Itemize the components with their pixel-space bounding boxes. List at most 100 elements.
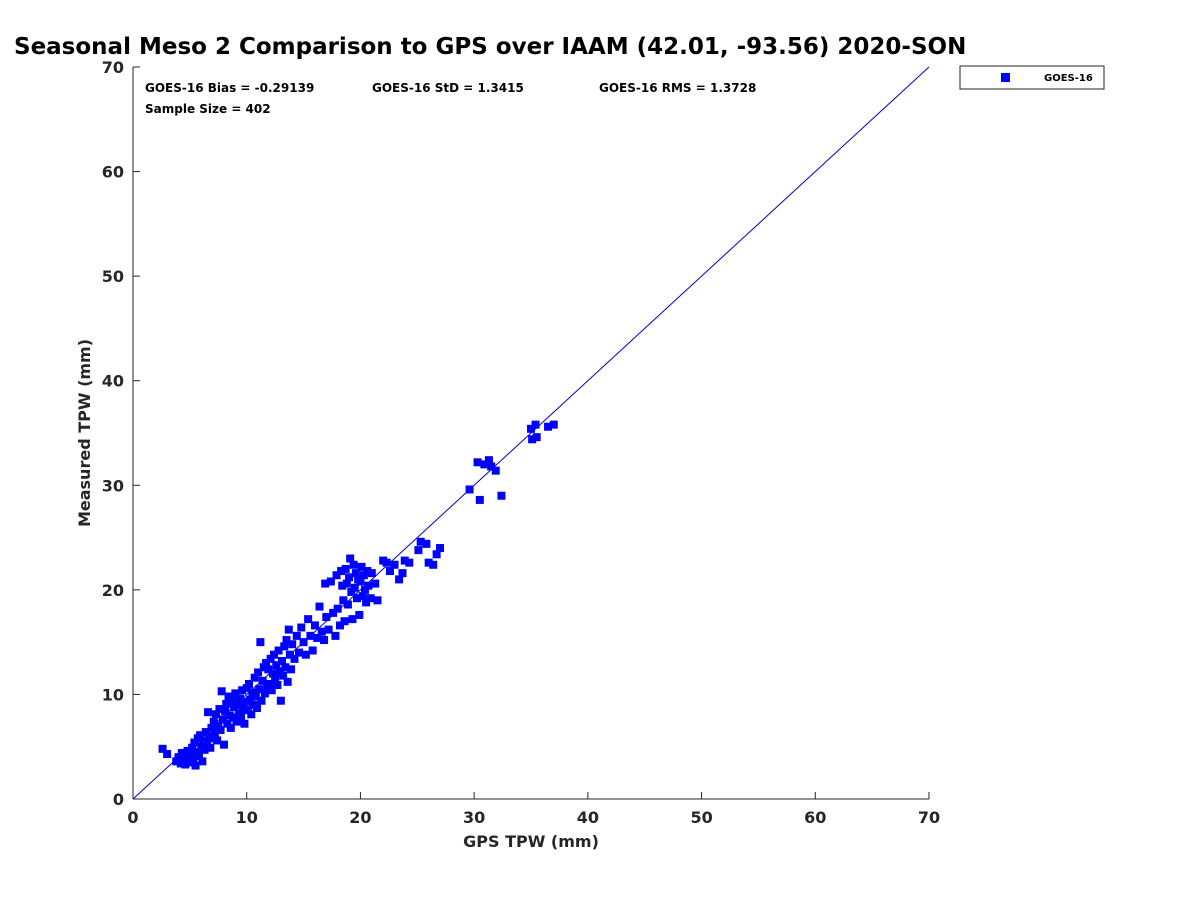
data-point-0-162	[416, 537, 425, 546]
data-point-0-110	[310, 621, 319, 630]
data-point-0-80	[265, 679, 274, 688]
data-point-0-26	[204, 708, 213, 717]
data-point-0-135	[349, 560, 358, 569]
data-point-0-2	[172, 757, 181, 766]
data-point-0-84	[270, 650, 279, 659]
data-point-0-96	[283, 677, 292, 686]
data-point-0-164	[424, 558, 433, 567]
data-point-0-109	[308, 646, 317, 655]
data-point-0-160	[405, 558, 414, 567]
data-point-0-52	[233, 700, 242, 709]
data-point-0-123	[335, 621, 344, 630]
data-point-0-1	[163, 750, 172, 759]
data-point-0-77	[262, 659, 271, 668]
data-point-0-62	[244, 679, 253, 688]
chart-title: Seasonal Meso 2 Comparison to GPS over I…	[14, 34, 966, 60]
data-point-0-150	[367, 569, 376, 578]
data-point-0-175	[497, 491, 506, 500]
data-point-0-61	[243, 706, 252, 715]
data-point-0-70	[254, 668, 263, 677]
data-point-0-14	[190, 738, 199, 747]
data-point-0-106	[301, 650, 310, 659]
data-point-0-155	[385, 567, 394, 576]
data-point-0-129	[342, 579, 351, 588]
data-point-0-79	[264, 665, 273, 674]
y-tick-label-2: 20	[102, 581, 124, 600]
data-point-0-72	[256, 638, 265, 647]
data-point-0-36	[215, 705, 224, 714]
data-point-0-170	[475, 495, 484, 504]
data-point-0-35	[214, 721, 223, 730]
data-point-0-23	[200, 745, 209, 754]
x-tick-label-7: 70	[918, 808, 940, 827]
data-point-0-128	[341, 564, 350, 573]
data-point-0-91	[277, 656, 286, 665]
data-point-0-30	[208, 734, 217, 743]
bias-annotation: GOES-16 Bias = -0.29139	[145, 81, 314, 95]
data-point-0-90	[276, 696, 285, 705]
rms-annotation: GOES-16 RMS = 1.3728	[599, 81, 756, 95]
data-point-0-76	[260, 689, 269, 698]
data-point-0-99	[287, 665, 296, 674]
data-point-0-87	[273, 681, 282, 690]
data-point-0-143	[358, 592, 367, 601]
data-point-0-40	[219, 740, 228, 749]
data-point-0-31	[209, 717, 218, 726]
data-point-0-13	[189, 754, 198, 763]
data-point-0-92	[279, 671, 288, 680]
data-point-0-25	[202, 739, 211, 748]
y-tick-label-1: 10	[102, 685, 124, 704]
std-annotation: GOES-16 StD = 1.3415	[372, 81, 524, 95]
data-point-0-149	[366, 594, 375, 603]
data-point-0-105	[299, 638, 308, 647]
data-point-0-154	[382, 558, 391, 567]
data-point-0-115	[321, 579, 330, 588]
data-point-0-51	[232, 717, 241, 726]
data-point-0-137	[351, 569, 360, 578]
data-point-0-130	[343, 600, 352, 609]
data-point-0-111	[313, 633, 322, 642]
data-point-0-148	[364, 581, 373, 590]
y-tick-label-5: 50	[102, 267, 124, 286]
data-point-0-157	[395, 575, 404, 584]
data-point-0-102	[292, 631, 301, 640]
data-point-0-181	[549, 420, 558, 429]
data-point-0-107	[304, 615, 313, 624]
data-point-0-171	[480, 460, 489, 469]
data-point-0-118	[326, 577, 335, 586]
data-point-0-64	[247, 710, 256, 719]
data-point-0-134	[348, 615, 357, 624]
data-point-0-151	[371, 579, 380, 588]
data-point-0-152	[373, 596, 382, 605]
data-point-0-180	[544, 422, 553, 431]
data-point-0-28	[206, 743, 215, 752]
x-tick-label-4: 40	[577, 808, 599, 827]
y-axis-ticks: 0 10 20 30 40 50 60 70	[102, 58, 140, 809]
x-tick-label-6: 60	[804, 808, 826, 827]
data-point-0-131	[345, 573, 354, 582]
plot-area: 0 10 20 30 40 50 60 70 0 10 20 30 40 50 60 70	[102, 58, 940, 827]
data-point-0-158	[398, 569, 407, 578]
data-point-0-65	[248, 688, 257, 697]
data-point-0-142	[357, 562, 366, 571]
data-point-0-100	[288, 640, 297, 649]
data-point-0-82	[267, 686, 276, 695]
data-point-0-93	[280, 642, 289, 651]
data-point-0-140	[355, 610, 364, 619]
data-point-0-117	[324, 625, 333, 634]
data-point-0-172	[484, 456, 493, 465]
data-point-0-168	[465, 485, 474, 494]
data-point-0-176	[527, 424, 535, 433]
data-point-0-145	[360, 585, 369, 594]
data-point-0-121	[332, 571, 341, 580]
data-point-0-3	[174, 753, 183, 762]
data-point-0-119	[329, 608, 338, 617]
data-point-0-34	[213, 736, 222, 745]
data-point-0-126	[339, 596, 348, 605]
data-point-0-7	[181, 760, 190, 769]
data-point-0-98	[285, 650, 294, 659]
data-point-0-112	[315, 602, 324, 611]
data-point-0-113	[317, 627, 326, 636]
data-point-0-104	[297, 623, 306, 632]
data-point-0-101	[290, 654, 299, 663]
